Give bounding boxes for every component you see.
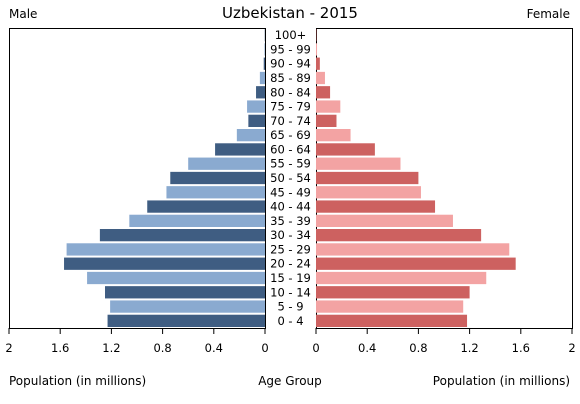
age-group-label: 70 - 74 — [270, 114, 311, 128]
male-bar — [236, 129, 265, 142]
female-bar — [316, 286, 470, 299]
male-bar — [248, 114, 265, 127]
male-side-label: Male — [9, 7, 37, 21]
male-bar — [247, 100, 265, 113]
male-bar — [256, 86, 265, 99]
x-tick-label: 0.4 — [358, 341, 376, 355]
male-bar — [147, 200, 265, 213]
x-tick-label: 2 — [5, 341, 12, 355]
female-bar — [316, 71, 325, 85]
male-x-axis-title: Population (in millions) — [9, 374, 146, 388]
male-bar — [105, 286, 265, 299]
x-tick-label: 1.2 — [102, 341, 120, 355]
female-bars — [316, 29, 516, 327]
female-bar — [316, 57, 320, 70]
female-bar — [316, 271, 487, 285]
age-group-label: 35 - 39 — [270, 214, 311, 228]
female-bar — [316, 243, 510, 256]
female-x-axis-title: Population (in millions) — [433, 374, 570, 388]
male-plot-frame — [9, 28, 266, 329]
male-bar — [87, 271, 265, 285]
chart-title: Uzbekistan - 2015 — [222, 4, 358, 22]
male-bar — [215, 143, 265, 156]
age-group-label: 75 - 79 — [270, 100, 311, 114]
x-tick-label: 2 — [568, 341, 575, 355]
male-bar — [263, 57, 265, 70]
x-tick-label: 1.6 — [512, 341, 530, 355]
female-bar — [316, 100, 341, 113]
male-bar — [110, 300, 266, 313]
female-side-label: Female — [527, 7, 570, 21]
age-group-label: 25 - 29 — [270, 242, 311, 256]
age-group-label: 100+ — [275, 28, 307, 42]
male-bar — [188, 157, 265, 170]
male-bar — [99, 229, 265, 242]
x-tick-label: 0.8 — [409, 341, 427, 355]
age-group-label: 60 - 64 — [270, 142, 311, 156]
age-group-label: 15 - 19 — [270, 271, 311, 285]
female-bar — [316, 300, 464, 313]
male-bar — [66, 243, 265, 256]
x-tick-label: 0.8 — [153, 341, 171, 355]
male-bar — [264, 43, 265, 56]
x-tick-label: 0 — [312, 341, 319, 355]
female-bar — [316, 114, 337, 127]
female-bar — [316, 43, 318, 56]
age-group-axis-title: Age Group — [258, 374, 322, 388]
male-bar — [129, 214, 265, 227]
x-axis-ticks: 2 1.6 1.2 0.8 0.4 0 0 0.4 0.8 1.2 1.6 2 — [5, 328, 576, 355]
female-bar — [316, 171, 419, 185]
age-group-label: 80 - 84 — [270, 85, 311, 99]
age-group-label: 30 - 34 — [270, 228, 311, 242]
age-group-label: 55 - 59 — [270, 157, 311, 171]
x-tick-label: 1.6 — [51, 341, 69, 355]
male-bars — [64, 29, 266, 327]
female-bar — [316, 129, 351, 142]
x-tick-label: 0 — [261, 341, 268, 355]
female-bar — [316, 143, 375, 156]
male-bar — [166, 186, 265, 199]
age-group-label: 50 - 54 — [270, 171, 311, 185]
male-bar — [170, 171, 265, 185]
x-tick-label: 1.2 — [460, 341, 478, 355]
age-group-label: 0 - 4 — [277, 314, 303, 328]
age-group-label: 65 - 69 — [270, 128, 311, 142]
male-bar — [107, 314, 265, 327]
age-group-label: 40 - 44 — [270, 200, 311, 214]
female-bar — [316, 257, 516, 270]
female-bar — [316, 86, 331, 99]
age-group-label: 20 - 24 — [270, 257, 311, 271]
age-group-label: 85 - 89 — [270, 71, 311, 85]
age-group-label: 10 - 14 — [270, 285, 311, 299]
male-bar — [64, 257, 265, 270]
male-bar — [259, 71, 265, 85]
age-group-label: 95 - 99 — [270, 42, 311, 56]
female-bar — [316, 229, 482, 242]
age-group-label: 45 - 49 — [270, 185, 311, 199]
female-bar — [316, 200, 436, 213]
female-bar — [316, 157, 401, 170]
age-group-label: 5 - 9 — [277, 300, 303, 314]
x-tick-label: 0.4 — [205, 341, 223, 355]
female-bar — [316, 314, 468, 327]
age-group-label: 90 - 94 — [270, 57, 311, 71]
female-bar — [316, 214, 453, 227]
female-bar — [316, 186, 421, 199]
